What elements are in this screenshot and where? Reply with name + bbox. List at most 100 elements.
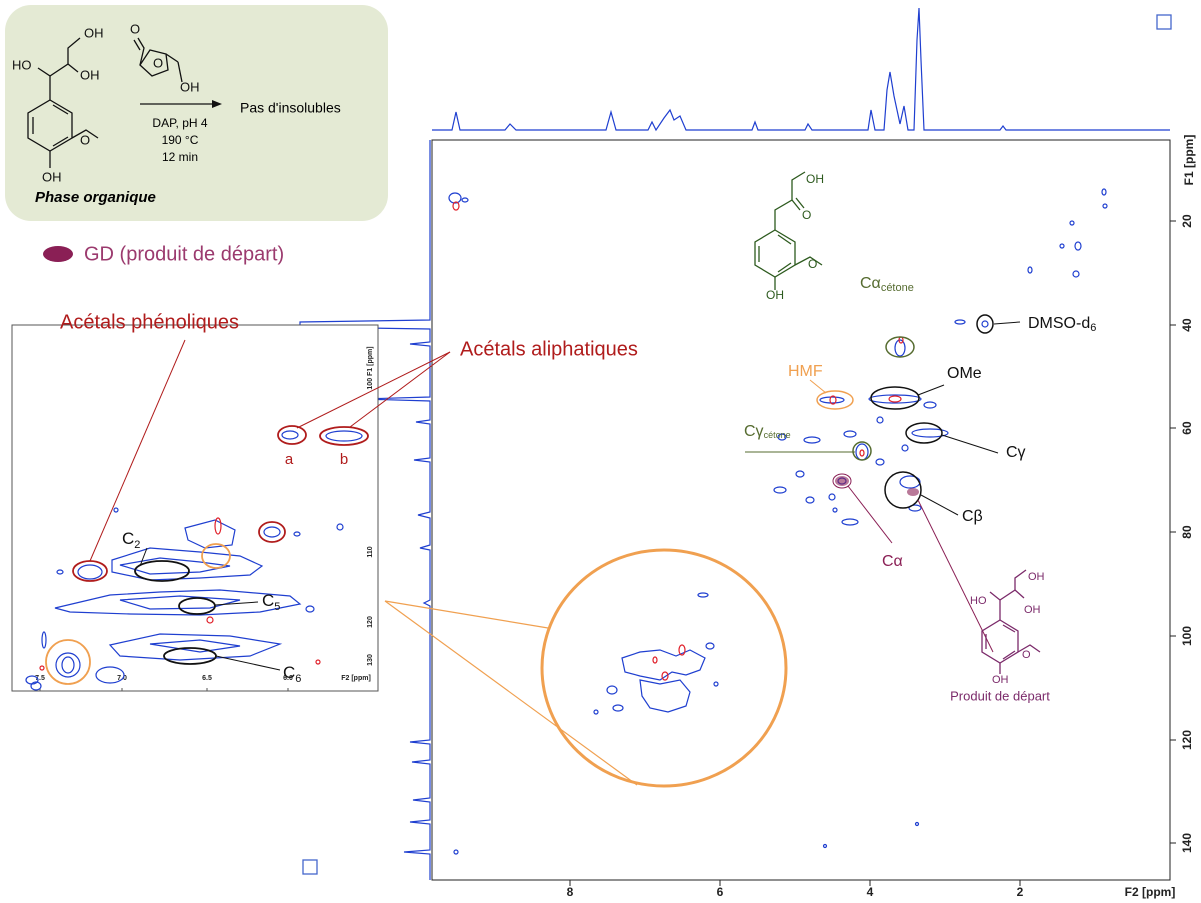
decoration bbox=[908, 504, 922, 512]
decoration bbox=[976, 314, 994, 334]
y-axis-label: F1 [ppm] bbox=[1182, 135, 1196, 186]
decoration bbox=[901, 444, 909, 452]
inset-y-tick-label: 130 bbox=[367, 654, 374, 666]
inset-y-tick-label: 120 bbox=[367, 616, 374, 628]
decoration bbox=[841, 518, 859, 526]
y-tick-label: 20 bbox=[1180, 214, 1194, 228]
result: Pas d'insolubles bbox=[240, 100, 341, 116]
decoration bbox=[809, 379, 827, 394]
decoration bbox=[277, 425, 307, 445]
zoom-line bbox=[384, 600, 638, 786]
decoration bbox=[832, 507, 838, 513]
inset-label: C6 bbox=[283, 663, 301, 684]
decoration bbox=[917, 499, 994, 653]
peak-label: HMF bbox=[788, 363, 823, 380]
decoration bbox=[868, 394, 922, 404]
decoration: Cγ bbox=[744, 423, 764, 440]
atom: OH bbox=[1024, 604, 1041, 616]
gd-structure bbox=[27, 37, 99, 168]
plot-frame bbox=[431, 139, 1171, 881]
decoration bbox=[754, 229, 796, 278]
decoration bbox=[1014, 589, 1025, 599]
decoration bbox=[713, 681, 719, 687]
peak-label: Cγ bbox=[1006, 444, 1026, 461]
zoom-contours bbox=[593, 642, 719, 715]
decoration bbox=[134, 560, 190, 582]
decoration: C bbox=[262, 591, 274, 610]
y-tick-label: 120 bbox=[1180, 730, 1194, 750]
y-axis: 20 40 60 80 100 120 140 bbox=[1170, 214, 1194, 853]
placeholder-box bbox=[302, 859, 318, 875]
decoration bbox=[139, 49, 169, 77]
decoration bbox=[593, 709, 599, 715]
decoration bbox=[55, 652, 81, 678]
decoration: 2 bbox=[134, 539, 140, 551]
annotation-shapes bbox=[745, 314, 1021, 653]
atom: OH bbox=[84, 25, 104, 40]
inset-y-tick-label: 110 bbox=[367, 546, 374, 557]
inset-x-tick-label: 6.5 bbox=[202, 675, 212, 682]
decoration bbox=[832, 473, 852, 489]
decoration bbox=[859, 449, 865, 457]
decoration: C bbox=[283, 663, 295, 682]
decoration: 6 bbox=[295, 673, 301, 685]
decoration bbox=[678, 644, 686, 656]
peak-label: DMSO-d6 bbox=[1028, 315, 1096, 334]
decoration bbox=[822, 843, 828, 849]
decoration bbox=[111, 547, 264, 581]
decoration: cétone bbox=[764, 430, 791, 440]
decoration: 6 bbox=[1090, 322, 1096, 334]
decoration bbox=[61, 656, 75, 674]
decoration bbox=[899, 475, 921, 489]
inset-annotations bbox=[45, 339, 451, 685]
decoration bbox=[773, 486, 787, 494]
decoration bbox=[54, 589, 302, 616]
arrow-head bbox=[212, 100, 222, 108]
decoration bbox=[67, 63, 79, 73]
decoration bbox=[828, 493, 836, 501]
decoration bbox=[894, 339, 906, 357]
decoration bbox=[885, 336, 915, 358]
decoration bbox=[1002, 624, 1016, 633]
atom: OH bbox=[806, 172, 824, 186]
decoration: 5 bbox=[274, 601, 280, 613]
decoration bbox=[795, 197, 805, 209]
x-tick-label: 4 bbox=[867, 885, 874, 899]
decoration bbox=[452, 201, 460, 211]
decoration bbox=[661, 671, 669, 681]
decoration bbox=[293, 531, 301, 537]
peak-label: Cβ bbox=[962, 508, 983, 525]
decoration bbox=[612, 704, 624, 712]
decoration bbox=[876, 416, 884, 424]
y-tick-label: 100 bbox=[1180, 626, 1194, 646]
decoration bbox=[816, 390, 854, 410]
condition: 12 min bbox=[162, 150, 198, 164]
y-tick-label: 80 bbox=[1180, 525, 1194, 539]
decoration bbox=[325, 430, 363, 442]
decoration bbox=[911, 428, 949, 438]
x-axis-label: F2 [ppm] bbox=[1125, 885, 1176, 899]
decoration bbox=[852, 441, 872, 461]
inset-label: C5 bbox=[262, 591, 280, 612]
atom: O bbox=[802, 208, 811, 222]
legend-marker bbox=[43, 246, 73, 262]
decoration bbox=[305, 605, 315, 613]
decoration bbox=[315, 659, 321, 665]
decoration bbox=[296, 351, 451, 429]
decoration bbox=[453, 849, 459, 855]
decoration bbox=[1002, 650, 1016, 660]
decoration bbox=[777, 433, 787, 441]
decoration bbox=[795, 470, 805, 478]
decoration bbox=[923, 401, 937, 409]
decoration bbox=[1074, 241, 1082, 251]
decoration bbox=[954, 319, 966, 325]
decoration bbox=[263, 526, 281, 538]
zoom-circle bbox=[540, 548, 788, 788]
x-tick-label: 8 bbox=[567, 885, 574, 899]
inset-label: a bbox=[285, 451, 294, 468]
decoration bbox=[30, 681, 42, 691]
atom: O bbox=[153, 55, 163, 70]
decoration bbox=[884, 471, 922, 509]
decoration bbox=[1027, 266, 1033, 274]
